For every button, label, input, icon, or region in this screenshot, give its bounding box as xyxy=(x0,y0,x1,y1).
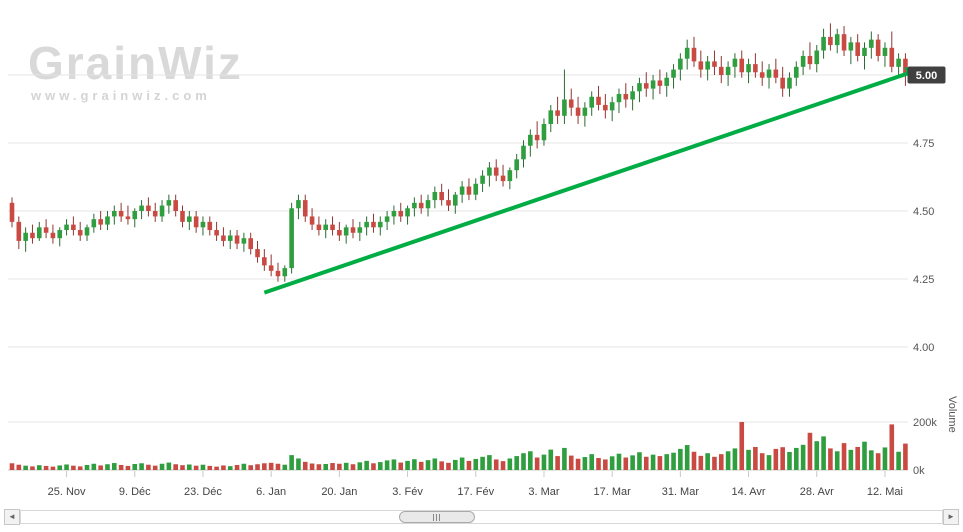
svg-text:3. Mar: 3. Mar xyxy=(528,486,560,498)
svg-text:4.50: 4.50 xyxy=(913,206,934,218)
scroll-left-icon: ◄ xyxy=(8,512,16,521)
scrollbar-thumb[interactable] xyxy=(398,511,475,523)
gridlines xyxy=(8,74,908,471)
x-axis-labels: 25. Nov 9. Déc 23. Déc 6. Jan 20. Jan 3. Fév 1… xyxy=(48,471,903,498)
svg-text:17. Fév: 17. Fév xyxy=(457,486,494,498)
svg-text:0k: 0k xyxy=(913,465,925,477)
trend-line xyxy=(263,67,922,295)
svg-text:31. Mar: 31. Mar xyxy=(662,486,700,498)
svg-text:3. Fév: 3. Fév xyxy=(392,486,423,498)
svg-text:200k: 200k xyxy=(913,417,937,429)
candlesticks xyxy=(9,23,908,282)
scrollbar-right-button[interactable]: ► xyxy=(943,509,959,525)
svg-text:25. Nov: 25. Nov xyxy=(48,486,86,498)
y-axis-labels: 4.00 4.25 4.50 4.75 5.00 0k 200k xyxy=(913,70,937,477)
svg-text:4.75: 4.75 xyxy=(913,138,934,150)
scrollbar-track[interactable] xyxy=(20,510,943,524)
svg-text:14. Avr: 14. Avr xyxy=(732,486,766,498)
svg-text:20. Jan: 20. Jan xyxy=(321,486,357,498)
svg-text:12. Mai: 12. Mai xyxy=(867,486,903,498)
svg-text:5.00: 5.00 xyxy=(916,70,937,82)
svg-text:28. Avr: 28. Avr xyxy=(800,486,834,498)
svg-text:4.25: 4.25 xyxy=(913,274,934,286)
scroll-right-icon: ► xyxy=(947,512,955,521)
brand-logo: GrainWiz xyxy=(28,37,243,89)
scrollbar-left-button[interactable]: ◄ xyxy=(4,509,20,525)
svg-text:23. Déc: 23. Déc xyxy=(184,486,222,498)
chart-scrollbar: ◄ ► xyxy=(4,509,959,525)
svg-text:9. Déc: 9. Déc xyxy=(119,486,151,498)
volume-bars xyxy=(9,422,908,470)
svg-text:6. Jan: 6. Jan xyxy=(256,486,286,498)
scrollbar-grip-icon xyxy=(436,513,438,521)
svg-text:17. Mar: 17. Mar xyxy=(594,486,632,498)
svg-text:4.00: 4.00 xyxy=(913,342,934,354)
last-price-badge: 5.00 xyxy=(907,66,946,84)
volume-axis-title: Volume xyxy=(946,396,958,433)
brand-url: www.grainwiz.com xyxy=(31,88,211,103)
